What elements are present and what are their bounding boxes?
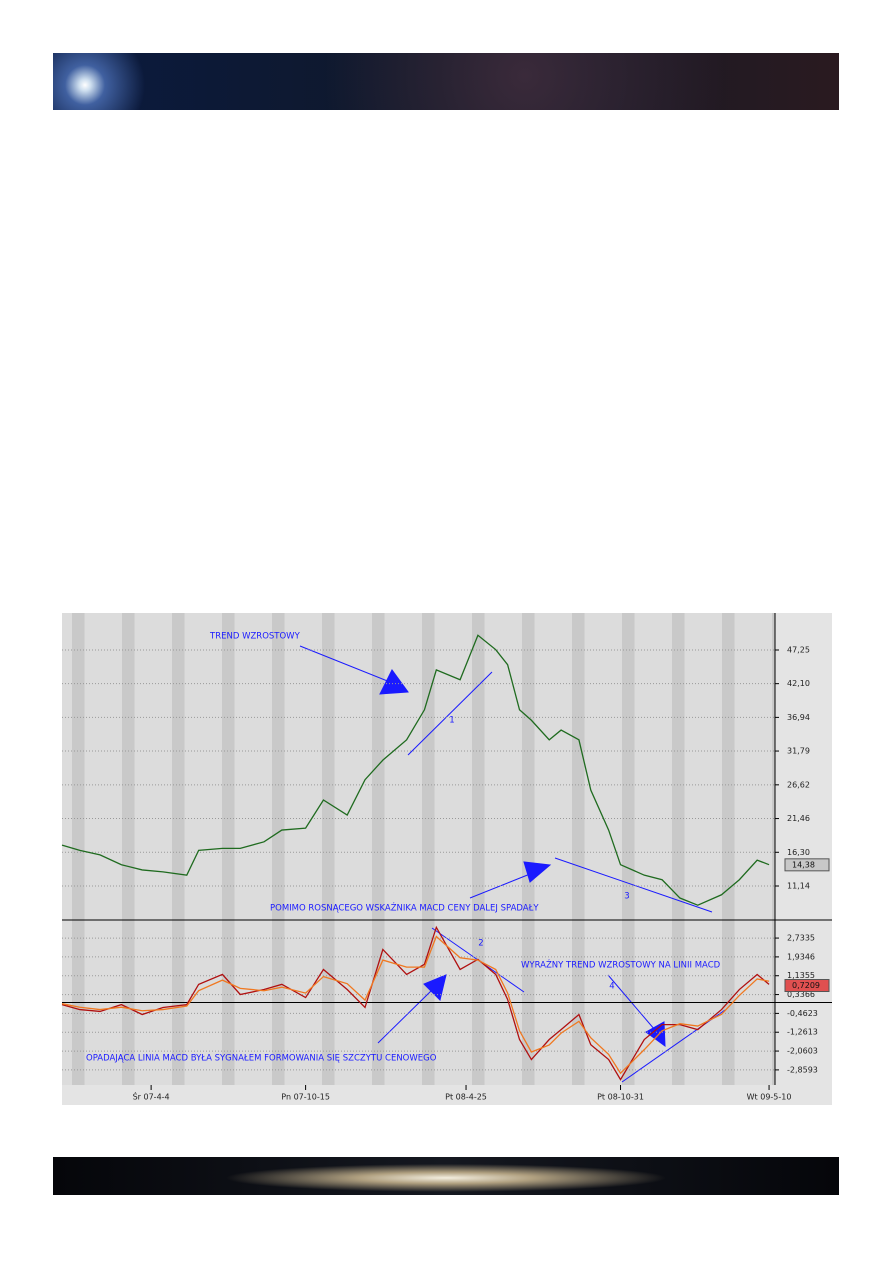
annotation: TREND WZROSTOWY	[209, 632, 301, 642]
current-value-label: 0,7209	[792, 981, 820, 990]
stripe	[622, 613, 635, 1085]
arrows	[299, 645, 666, 1048]
stripe	[522, 613, 535, 1085]
x-tick-label: Pt 08-10-31	[597, 1093, 644, 1102]
annotation: WYRAŹNY TREND WZROSTOWY NA LINII MACD	[521, 959, 721, 971]
footer-banner	[53, 1157, 839, 1195]
stripe	[372, 613, 385, 1085]
data-line	[61, 925, 770, 1081]
y-tick-label: 0,3366	[787, 990, 815, 999]
y-tick-label: 11,14	[787, 882, 810, 891]
stripes	[72, 613, 785, 1085]
stripe	[72, 613, 85, 1085]
axis-panel	[775, 613, 832, 1085]
stripe	[272, 613, 285, 1085]
annotation: 1	[449, 716, 454, 726]
y-tick-label: -2,8593	[787, 1065, 818, 1074]
y-tick-label: 42,10	[787, 679, 810, 688]
stripe	[122, 613, 135, 1085]
y-tick-label: 1,9346	[787, 952, 815, 961]
data-line	[61, 634, 770, 906]
y-tick-label: 36,94	[787, 713, 810, 722]
y-tick-label: 47,25	[787, 645, 810, 654]
annotation: 3	[624, 892, 629, 902]
y-tick-label: 31,79	[787, 747, 810, 756]
y-tick-label: 1,1355	[787, 971, 815, 980]
y-tick-label: -2,0603	[787, 1047, 818, 1056]
x-tick-label: Wt 09-5-10	[747, 1093, 792, 1102]
x-tick-label: Śr 07-4-4	[133, 1091, 170, 1102]
y-tick-label: 2,7335	[787, 934, 815, 943]
data-line	[61, 935, 770, 1075]
stripe	[572, 613, 585, 1085]
y-tick-label: 26,62	[787, 780, 810, 789]
y-tick-label: -1,2613	[787, 1028, 818, 1037]
header-banner	[53, 53, 839, 110]
x-tick-label: Pt 08-4-25	[445, 1093, 487, 1102]
stripe	[172, 613, 185, 1085]
stripe	[472, 613, 485, 1085]
current-value-box	[784, 858, 830, 872]
y-tick-label: 21,46	[787, 814, 810, 823]
stripe	[672, 613, 685, 1085]
x-tick-label: Pn 07-10-15	[281, 1093, 330, 1102]
current-value-label: 14,38	[792, 860, 815, 869]
y-tick-label: -0,4623	[787, 1009, 818, 1018]
x-axis-panel	[62, 1085, 832, 1105]
annotation: OPADAJĄCA LINIA MACD BYŁA SYGNAŁEM FORMO…	[86, 1054, 437, 1064]
annotation: 2	[478, 939, 483, 949]
y-tick-label: 16,30	[787, 848, 810, 857]
annotation: POMIMO ROSNĄCEGO WSKAŹNIKA MACD CENY DAL…	[270, 902, 539, 914]
stripe	[722, 613, 735, 1085]
annotation: 4	[609, 982, 614, 992]
current-value-box	[784, 979, 830, 993]
stripe	[322, 613, 335, 1085]
